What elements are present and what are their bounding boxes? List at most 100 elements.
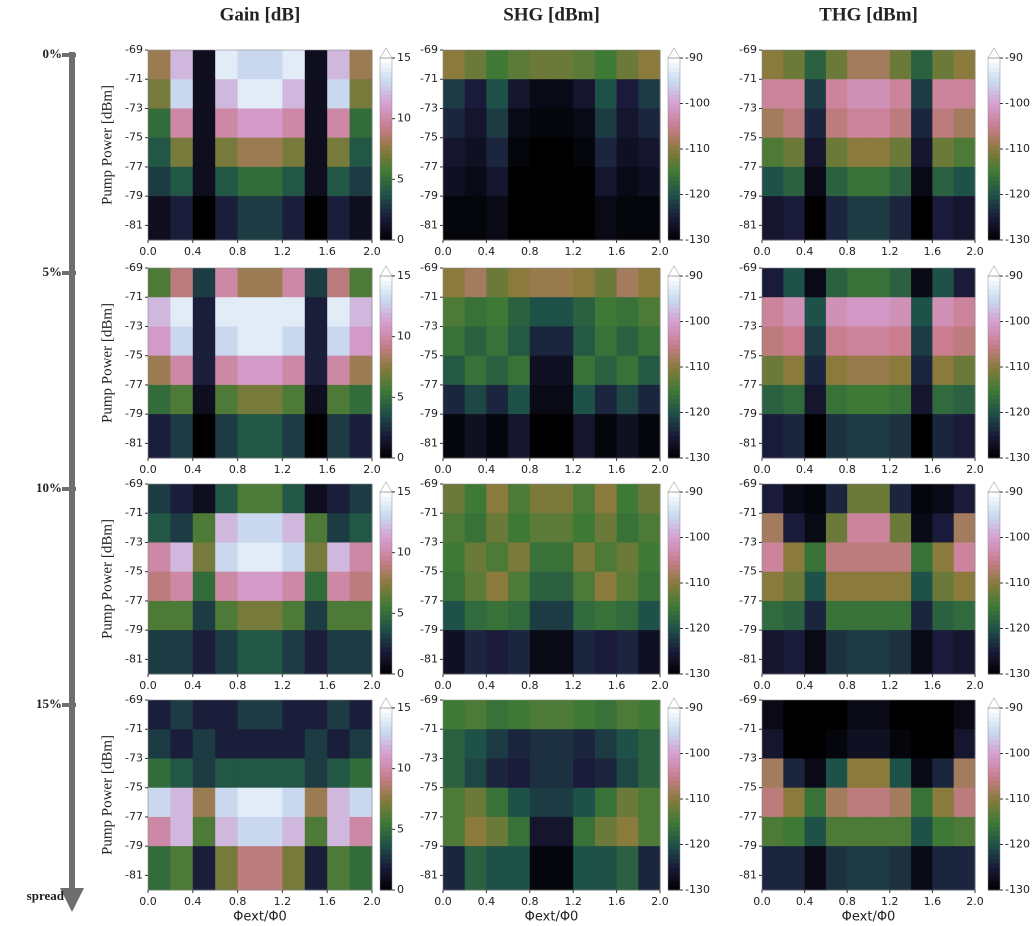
colorbar-slice [380, 139, 392, 145]
colorbar-slice [380, 330, 392, 336]
heatmap-cell [349, 166, 373, 197]
heatmap-cell [486, 414, 509, 459]
heatmap-cell [911, 484, 933, 514]
heatmap-cell [260, 297, 283, 327]
x-tick-label: 0.4 [478, 679, 496, 692]
colorbar-slice [380, 94, 392, 100]
heatmap-cell [889, 758, 912, 789]
colorbar-slice [668, 876, 680, 882]
heatmap-cell [953, 50, 976, 80]
heatmap-cell [551, 787, 574, 818]
heatmap-cell [327, 297, 351, 327]
heatmap-cell [594, 326, 618, 357]
colorbar-extend [987, 697, 1001, 709]
heatmap-cell [594, 729, 618, 759]
heatmap-cell [783, 787, 806, 818]
colorbar-tick-label: 5 [397, 390, 404, 403]
heatmap-cell [953, 414, 976, 459]
colorbar-slice [988, 633, 1000, 639]
x-tick-label: 2.0 [363, 679, 381, 692]
colorbar-slice [988, 403, 1000, 409]
colorbar-slice [988, 505, 1000, 511]
colorbar-tick-label: -100 [1005, 315, 1030, 328]
heatmap-cell [282, 326, 306, 357]
heatmap-cell [464, 79, 487, 109]
heatmap-cell [148, 414, 171, 459]
colorbar-slice [668, 149, 680, 155]
heatmap-cell [148, 630, 171, 675]
colorbar-slice [988, 637, 1000, 643]
colorbar-slice [380, 651, 392, 657]
colorbar-slice [668, 167, 680, 173]
heatmap-cell [551, 630, 574, 675]
heatmap-cell [889, 297, 912, 327]
colorbar-slice [988, 623, 1000, 629]
heatmap-cell [911, 166, 933, 197]
heatmap-cell [486, 600, 509, 631]
colorbar-slice [668, 344, 680, 350]
heatmap-cell [304, 758, 328, 789]
heatmap-cell [529, 630, 552, 675]
heatmap-cell [847, 297, 869, 327]
x-tick-label: 0.0 [753, 895, 771, 908]
y-tick-label: -79 [125, 407, 143, 420]
heatmap-cell [911, 729, 933, 759]
heatmap-cell [616, 513, 639, 543]
colorbar-slice [668, 721, 680, 727]
heatmap-cell [148, 384, 171, 415]
heatmap-cell [616, 108, 639, 139]
y-axis-label: Pump Power [dBm] [99, 85, 115, 205]
heatmap-cell [953, 108, 976, 139]
colorbar-tick-label: -100 [685, 747, 710, 760]
colorbar-slice [380, 664, 392, 670]
y-tick-label: -81 [125, 652, 143, 665]
colorbar-slice [380, 180, 392, 186]
colorbar-slice [988, 871, 1000, 877]
heatmap-cell [508, 196, 531, 241]
heatmap-cell [464, 600, 487, 631]
heatmap-cell [304, 600, 328, 631]
heatmap-cell [953, 196, 976, 241]
heatmap-cell [170, 50, 194, 80]
heatmap-cell [327, 50, 351, 80]
heatmap-cell [638, 816, 661, 847]
colorbar-slice [988, 298, 1000, 304]
colorbar-tick-label: -90 [685, 701, 703, 714]
heatmap-cell [638, 600, 661, 631]
heatmap-cell [825, 166, 848, 197]
colorbar-slice [380, 144, 392, 150]
y-tick-label: -77 [739, 160, 757, 173]
heatmap-cell [911, 50, 933, 80]
heatmap-cell [215, 50, 239, 80]
colorbar-tick-label: -130 [685, 667, 710, 680]
heatmap-cell [327, 542, 351, 573]
colorbar-slice [668, 712, 680, 718]
colorbar-tick-label: -130 [1005, 451, 1030, 464]
heatmap-cell [825, 108, 848, 139]
heatmap-cell [783, 355, 806, 386]
heatmap-cell [638, 355, 661, 386]
colorbar-slice [380, 108, 392, 114]
colorbar-slice [988, 555, 1000, 561]
plot-frame [442, 483, 661, 675]
heatmap-cell [783, 268, 806, 298]
heatmap-cell [783, 571, 806, 602]
colorbar-slice [380, 112, 392, 118]
heatmap-panel [443, 700, 661, 891]
heatmap-cell [260, 700, 283, 730]
heatmap-cell [464, 729, 487, 759]
colorbar-slice [380, 76, 392, 82]
colorbar-slice [988, 826, 1000, 832]
colorbar-slice [988, 185, 1000, 191]
heatmap-cell [804, 484, 827, 514]
heatmap-cell [594, 630, 618, 675]
heatmap-cell [148, 50, 171, 80]
heatmap-cell [327, 729, 351, 759]
colorbar-slice [668, 85, 680, 91]
colorbar-slice [988, 735, 1000, 741]
heatmap-cell [825, 630, 848, 675]
heatmap-cell [327, 414, 351, 459]
colorbar-slice [668, 321, 680, 327]
heatmap-cell [148, 700, 171, 730]
